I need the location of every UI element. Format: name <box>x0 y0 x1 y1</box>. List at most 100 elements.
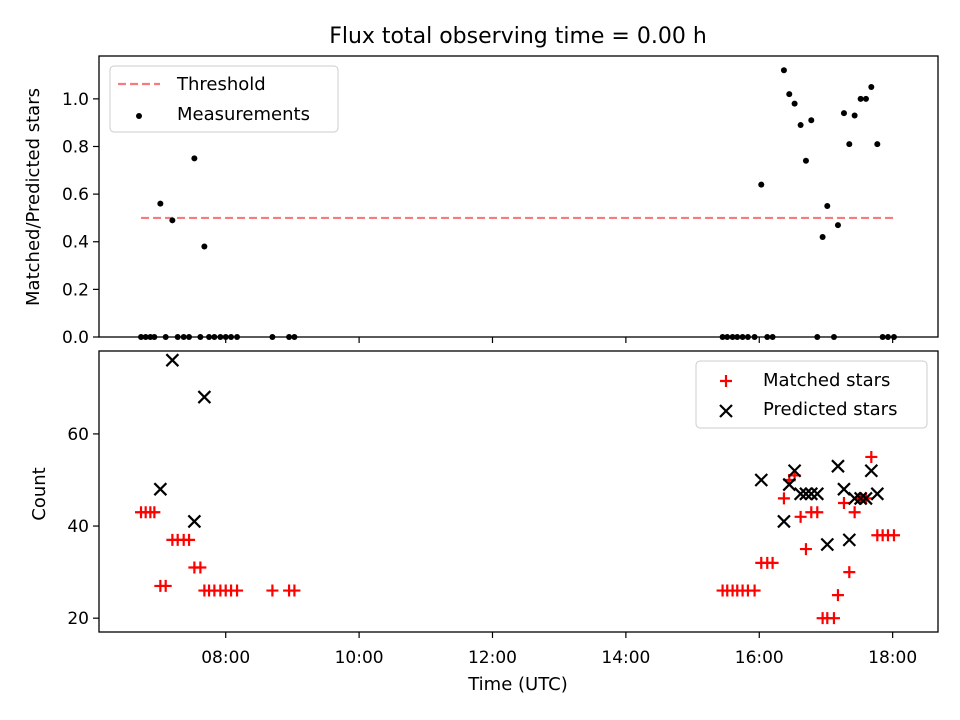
matched-star-point <box>777 492 790 505</box>
predicted-star-point <box>187 514 202 529</box>
count-y-axis: 20 40 60 <box>67 425 99 629</box>
matched-star-point <box>843 566 856 579</box>
measurements-legend-swatch <box>136 113 142 119</box>
matched-legend-label: Matched stars <box>763 370 890 391</box>
measurement-point <box>191 155 198 162</box>
predicted-star-point <box>165 353 180 367</box>
matched-star-point <box>799 543 812 556</box>
ratio-y-tick-label: 0.8 <box>62 137 89 157</box>
predicted-star-point <box>197 390 212 404</box>
ratio-legend: Threshold Measurements <box>109 65 339 133</box>
measurement-point <box>758 181 765 188</box>
matched-star-point <box>148 506 161 519</box>
measurement-point <box>840 110 847 117</box>
matched-star-point <box>288 584 301 597</box>
matched-star-point <box>865 450 878 463</box>
matched-star-point <box>848 506 861 519</box>
predicted-star-point <box>153 482 168 496</box>
predicted-legend-swatch <box>719 404 733 418</box>
predicted-star-point <box>842 533 857 547</box>
measurement-point <box>802 157 809 164</box>
predicted-star-point <box>853 491 868 506</box>
matched-star-point <box>231 584 244 597</box>
predicted-star-point <box>864 463 879 478</box>
ratio-plot-frame <box>98 55 939 338</box>
matched-star-point <box>748 584 761 597</box>
x-tick-label: 10:00 <box>335 648 384 668</box>
figure-title: Flux total observing time = 0.00 h <box>329 24 707 49</box>
measurement-point <box>819 233 826 240</box>
matched-star-point <box>827 612 840 625</box>
predicted-star-point <box>859 491 873 506</box>
matched-star-point <box>183 533 196 546</box>
matched-star-point <box>159 579 172 592</box>
x-tick-label: 14:00 <box>601 648 650 668</box>
ratio-y-tick-label: 0.0 <box>62 328 89 348</box>
ratio-y-axis: 0.0 0.2 0.4 0.6 0.8 1.0 <box>62 90 99 348</box>
count-y-tick-label: 40 <box>67 517 89 537</box>
ratio-y-tick-label: 0.2 <box>62 280 89 300</box>
count-panel: 20 40 60 08:00 10:00 12:00 14:00 16:00 18:00 Co… <box>29 350 939 695</box>
measurement-point <box>824 203 831 210</box>
threshold-legend-label: Threshold <box>176 74 266 95</box>
ratio-panel: 0.0 0.2 0.4 0.6 0.8 1.0 Matched/Predicted sta… <box>23 55 939 348</box>
count-y-axis-label: Count <box>29 467 50 520</box>
ratio-y-tick-label: 1.0 <box>62 90 89 110</box>
measurement-point <box>791 100 798 107</box>
count-legend: Matched stars Predicted stars <box>695 360 928 429</box>
measurement-point <box>862 95 869 102</box>
measurement-point <box>834 222 841 229</box>
matched-star-point <box>194 561 207 574</box>
matched-legend-swatch <box>720 375 732 387</box>
measurement-point <box>169 217 176 224</box>
measurement-point <box>851 112 858 119</box>
count-plot-frame <box>98 350 939 633</box>
measurement-point <box>201 243 208 250</box>
ratio-y-tick-label: 0.4 <box>62 233 89 253</box>
predicted-star-point <box>777 514 791 529</box>
x-tick-label: 16:00 <box>735 648 784 668</box>
measurement-point <box>874 141 881 148</box>
count-legend-box <box>695 360 928 429</box>
predicted-star-point <box>820 537 835 552</box>
measurement-point <box>780 67 787 74</box>
x-axis-label: Time (UTC) <box>467 674 568 695</box>
predicted-star-point <box>793 487 808 501</box>
predicted-star-point <box>847 491 862 506</box>
predicted-star-point <box>787 463 802 478</box>
ratio-legend-box <box>109 65 339 133</box>
measurement-point <box>808 117 815 124</box>
ratio-x-ticks <box>225 337 894 343</box>
predicted-star-point <box>754 473 769 487</box>
matched-star-point <box>831 589 844 602</box>
x-tick-label: 12:00 <box>468 648 517 668</box>
measurement-point <box>157 200 164 207</box>
matched-star-point <box>837 497 850 510</box>
x-tick-label: 18:00 <box>868 648 917 668</box>
matched-star-point <box>266 584 279 597</box>
predicted-legend-label: Predicted stars <box>763 399 897 420</box>
count-y-tick-label: 20 <box>67 609 89 629</box>
x-tick-label: 08:00 <box>201 648 250 668</box>
predicted-star-point <box>804 487 819 501</box>
measurements-legend-label: Measurements <box>177 104 310 125</box>
matched-star-point <box>811 506 824 519</box>
count-points-layer <box>135 353 900 625</box>
predicted-star-point <box>810 487 825 501</box>
count-y-tick-label: 60 <box>67 425 89 445</box>
predicted-star-point <box>831 459 845 473</box>
matched-star-point <box>794 510 807 523</box>
measurement-point <box>786 91 793 98</box>
measurement-point <box>868 83 875 90</box>
predicted-star-point <box>799 487 813 501</box>
matched-star-point <box>887 529 900 542</box>
ratio-y-axis-label: Matched/Predicted stars <box>23 88 44 306</box>
measurement-point <box>797 122 804 129</box>
predicted-star-point <box>782 477 797 492</box>
measurement-point <box>846 141 853 148</box>
ratio-y-tick-label: 0.6 <box>62 185 89 205</box>
matched-star-point <box>766 556 779 569</box>
predicted-star-point <box>870 487 885 501</box>
count-x-axis: 08:00 10:00 12:00 14:00 16:00 18:00 <box>201 632 917 668</box>
